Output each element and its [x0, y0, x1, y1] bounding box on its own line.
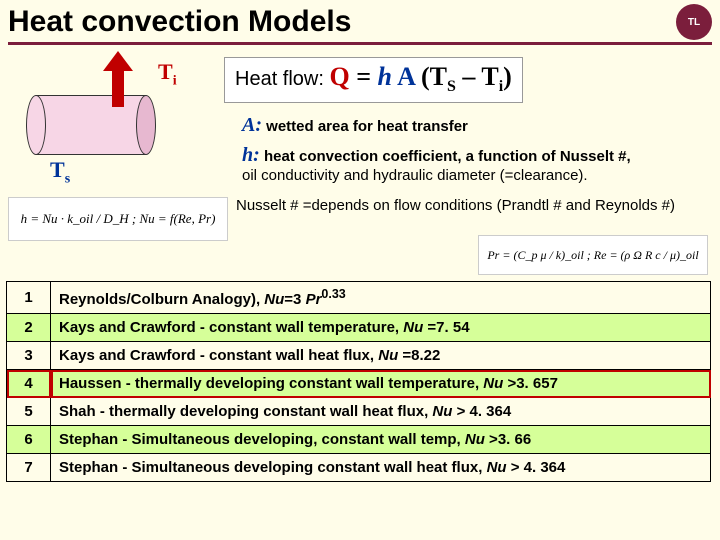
table-row: 4Haussen - thermally developing constant… [7, 370, 711, 398]
row-content: Haussen - thermally developing constant … [51, 370, 711, 398]
row-number: 1 [7, 282, 51, 314]
heat-arrow-icon [103, 51, 133, 107]
table-row: 1Reynolds/Colburn Analogy), Nu=3 Pr0.33 [7, 282, 711, 314]
formula-h-nu: h = Nu · k_oil / D_H ; Nu = f(Re, Pr) [8, 197, 228, 241]
row-content: Reynolds/Colburn Analogy), Nu=3 Pr0.33 [51, 282, 711, 314]
nusselt-text: Nusselt # =depends on flow conditions (P… [236, 197, 712, 214]
title-bar: Heat convection Models TL [0, 0, 720, 40]
row-content: Stephan - Simultaneous developing consta… [51, 454, 711, 482]
row-content: Kays and Crawford - constant wall heat f… [51, 342, 711, 370]
title-underline [8, 42, 712, 45]
formula-pr-re-row: Pr = (C_p μ / k)_oil ; Re = (ρ Ω R c / μ… [0, 235, 720, 279]
formula-pr-re: Pr = (C_p μ / k)_oil ; Re = (ρ Ω R c / μ… [478, 235, 708, 275]
definitions: A: wetted area for heat transfer h: heat… [224, 113, 712, 185]
row-content: Stephan - Simultaneous developing, const… [51, 426, 711, 454]
row-number: 2 [7, 314, 51, 342]
row-number: 3 [7, 342, 51, 370]
row-number: 4 [7, 370, 51, 398]
models-table: 1Reynolds/Colburn Analogy), Nu=3 Pr0.332… [6, 281, 711, 482]
heatflow-label: Heat flow: [235, 68, 329, 90]
table-row: 2Kays and Crawford - constant wall tempe… [7, 314, 711, 342]
def-h: h: heat convection coefficient, a functi… [242, 143, 712, 185]
ti-label: Ti [158, 59, 177, 89]
heatflow-equation: Q = h A (TS – Ti) [329, 62, 511, 91]
def-a: A: wetted area for heat transfer [242, 113, 712, 137]
cylinder-diagram: Ti Ts [8, 53, 218, 183]
row-content: Kays and Crawford - constant wall temper… [51, 314, 711, 342]
row-number: 6 [7, 426, 51, 454]
cylinder-shape [26, 95, 156, 155]
table-row: 3Kays and Crawford - constant wall heat … [7, 342, 711, 370]
row-content: Shah - thermally developing constant wal… [51, 398, 711, 426]
page-title: Heat convection Models [8, 5, 676, 39]
table-row: 6Stephan - Simultaneous developing, cons… [7, 426, 711, 454]
row-number: 7 [7, 454, 51, 482]
logo-icon: TL [676, 4, 712, 40]
row-number: 5 [7, 398, 51, 426]
ts-label: Ts [50, 157, 70, 187]
table-row: 5Shah - thermally developing constant wa… [7, 398, 711, 426]
upper-section: Ti Ts Heat flow: Q = h A (TS – Ti) A: we… [0, 53, 720, 191]
table-row: 7Stephan - Simultaneous developing const… [7, 454, 711, 482]
heatflow-equation-box: Heat flow: Q = h A (TS – Ti) [224, 57, 523, 103]
heatflow-column: Heat flow: Q = h A (TS – Ti) A: wetted a… [218, 53, 712, 191]
